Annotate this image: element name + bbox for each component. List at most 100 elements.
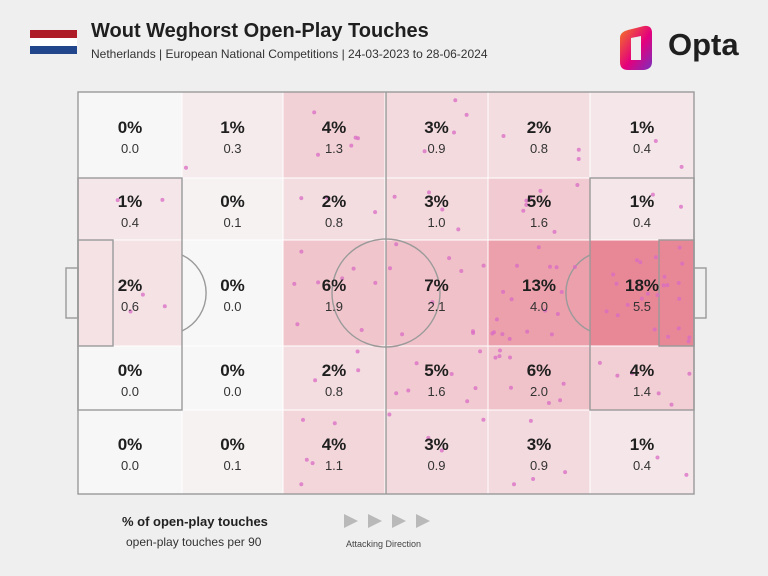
- zone-per90: 0.0: [121, 458, 139, 473]
- zone-per90: 1.6: [427, 384, 445, 399]
- touch-dot: [662, 274, 667, 279]
- zone-per90: 0.8: [325, 215, 343, 230]
- zone-percentage: 2%: [118, 276, 143, 295]
- touch-dot: [680, 261, 685, 266]
- zone-per90: 0.1: [223, 215, 241, 230]
- touch-dot: [572, 265, 577, 269]
- zone-percentage: 0%: [220, 435, 245, 454]
- heat-zone: [384, 345, 489, 411]
- touch-dot: [604, 309, 609, 314]
- zone-percentage: 3%: [424, 192, 449, 211]
- touch-dot: [501, 289, 506, 294]
- left-penalty-arc: [181, 254, 207, 332]
- touch-dot: [340, 276, 345, 281]
- touch-dot: [449, 372, 454, 376]
- flag-stripe-red: [30, 30, 77, 38]
- touch-dot: [614, 281, 619, 286]
- touch-dot: [576, 147, 581, 152]
- zone-percentage: 1%: [630, 118, 655, 137]
- touch-dot: [422, 149, 427, 154]
- touch-dot: [310, 461, 315, 466]
- touch-dot: [634, 258, 639, 263]
- touch-dot: [299, 249, 304, 254]
- touch-dot: [655, 293, 660, 298]
- touch-dot: [492, 330, 496, 335]
- touch-dot: [459, 269, 464, 273]
- zone-percentage: 1%: [118, 192, 143, 211]
- zone-per90: 2.1: [427, 299, 445, 314]
- touch-dot: [549, 332, 554, 337]
- touch-dot: [325, 195, 330, 200]
- touch-dot: [394, 242, 399, 247]
- touch-dot: [645, 291, 650, 296]
- touch-dot: [521, 208, 526, 213]
- zone-per90: 5.5: [633, 299, 651, 314]
- touch-dot: [387, 412, 392, 417]
- heat-zone: [77, 345, 183, 411]
- touch-dot: [677, 245, 682, 250]
- heat-zone: [487, 239, 591, 347]
- zone-percentage: 1%: [630, 435, 655, 454]
- zone-per90: 0.9: [530, 458, 548, 473]
- touch-dot: [312, 110, 317, 115]
- touch-dot: [414, 361, 419, 366]
- touch-dot: [373, 210, 378, 215]
- touch-dot: [538, 188, 543, 193]
- zone-percentage: 1%: [630, 192, 655, 211]
- play-arrow-icon: [344, 514, 358, 528]
- touch-dot: [481, 417, 486, 422]
- zone-per90: 0.8: [325, 384, 343, 399]
- touch-dot: [299, 196, 304, 201]
- touch-dot: [669, 402, 674, 407]
- touch-dot: [548, 264, 552, 269]
- touch-dot: [524, 202, 529, 207]
- touch-dot: [508, 355, 512, 360]
- touch-dot: [509, 297, 514, 302]
- touch-dot: [430, 300, 435, 305]
- touch-dot: [471, 331, 476, 335]
- zone-percentage: 5%: [527, 192, 552, 211]
- touch-dot: [400, 332, 405, 337]
- zone-percentage: 7%: [424, 276, 449, 295]
- zone-per90: 1.0: [427, 215, 445, 230]
- touch-dot: [686, 339, 691, 344]
- touch-dot: [394, 391, 399, 396]
- zone-percentage: 0%: [118, 118, 143, 137]
- touch-dot: [465, 399, 470, 404]
- heat-zone: [384, 409, 489, 495]
- touch-dot: [453, 98, 458, 103]
- pitch-heatmap: 0% 0.0 1% 0.3 4% 1.3 3% 0.9 2% 0.8 1% 0.4 1% 0.4 0% 0.1…: [65, 91, 707, 495]
- heat-zone: [487, 345, 591, 411]
- heat-zone: [282, 239, 386, 347]
- zone-percentage: 3%: [424, 435, 449, 454]
- zone-per90: 0.4: [633, 215, 651, 230]
- zone-percentage: 2%: [527, 118, 552, 137]
- attacking-direction-label: Attacking Direction: [346, 539, 422, 549]
- heat-zone: [181, 345, 284, 411]
- heat-zone: [589, 177, 695, 241]
- attacking-direction-arrows: [344, 514, 430, 528]
- zone-per90: 2.0: [530, 384, 548, 399]
- touch-dot: [554, 265, 559, 270]
- touch-dot: [512, 482, 516, 487]
- touch-dot: [639, 296, 644, 301]
- zone-percentage: 2%: [322, 361, 347, 380]
- zone-per90: 1.4: [633, 384, 651, 399]
- touch-dot: [299, 482, 304, 487]
- zone-per90: 4.0: [530, 299, 548, 314]
- touch-dot: [427, 190, 431, 195]
- zone-per90: 0.0: [223, 299, 241, 314]
- zone-percentage: 4%: [322, 435, 347, 454]
- touch-dot: [543, 308, 548, 313]
- zone-per90: 1.1: [325, 458, 343, 473]
- zone-percentage: 3%: [527, 435, 552, 454]
- touch-dot: [493, 355, 498, 360]
- zone-percentage: 0%: [220, 192, 245, 211]
- play-arrow-icon: [392, 514, 406, 528]
- play-arrow-icon: [368, 514, 382, 528]
- heat-zone: [384, 239, 489, 347]
- touch-dot: [684, 472, 689, 477]
- touch-dot: [677, 296, 682, 301]
- touch-dot: [481, 263, 486, 268]
- zone-percentage: 0%: [220, 361, 245, 380]
